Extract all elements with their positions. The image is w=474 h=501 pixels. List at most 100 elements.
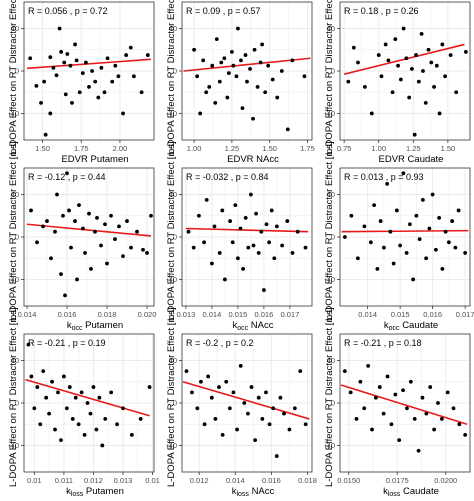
data-point [248,66,252,71]
data-point [95,215,99,220]
scatter-panel-8: 0.012 0.014 0.016 0.018 -40 0 40 R = -0.2 , p =… [166,333,317,485]
data-point [54,73,59,78]
data-point [212,224,217,229]
y-tick-label: 40 [327,356,335,365]
data-point [28,56,33,61]
data-point [410,66,414,71]
scatter-panel-5: 0.013 0.014 0.015 0.016 0.017 -40 0 40 R = -0.03… [166,167,313,319]
data-point [67,208,71,213]
data-point [443,74,448,79]
data-point [407,222,412,227]
data-point [285,127,290,132]
data-point [83,251,87,255]
data-point [443,229,448,234]
data-point [379,74,384,79]
data-point [129,245,133,250]
data-point [29,374,34,379]
x-tick-label: 1.25 [225,144,240,153]
data-point [279,69,284,73]
data-point [430,192,435,197]
data-point [253,438,258,443]
data-point [197,213,201,218]
data-point [81,226,85,231]
x-tick-label: 0.017 [456,310,474,319]
data-point [61,374,66,379]
data-point [223,277,227,282]
data-point [396,63,400,68]
data-point [64,406,69,411]
data-point [394,208,399,213]
y-axis-label-panel-6: L-DOPA Effect on RT Distractor Effect [m… [324,141,335,321]
data-point [88,411,93,416]
data-point [269,208,274,213]
panel-border [339,167,471,307]
data-point [217,79,222,84]
x-tick-label: 0.020 [138,310,157,319]
y-tick-label: -40 [166,441,177,450]
scatter-panel-3: 0.75 1.00 1.25 1.50 -40 0 40 R = 0.18 , p = 0.2… [324,1,471,153]
data-point [372,203,377,208]
data-point [432,427,437,432]
data-point [398,243,403,248]
x-tick-label: 1.50 [441,144,456,153]
data-point [256,251,261,255]
x-axis-label-panel-4: kocc Putamen [66,320,124,332]
data-point [342,235,347,239]
y-tick-label: 40 [11,24,19,33]
data-point [121,254,125,259]
data-point [89,266,93,271]
scatter-panel-6: 0.014 0.015 0.016 0.017 -40 0 40 R = 0.013 , p … [324,167,474,319]
x-tick-label: 0.013 [177,310,196,319]
x-tick-label: 0.016 [58,310,77,319]
x-tick-label: 0.0175 [386,476,409,485]
x-tick-label: 0.01 [145,476,160,485]
data-point [437,111,442,116]
data-point [149,213,153,218]
x-tick-label: 1.75 [74,144,89,153]
data-point [207,85,212,89]
data-point [91,385,96,389]
y-tick-label: 40 [11,190,19,199]
data-point [251,243,256,248]
data-point [97,395,102,400]
data-point [272,256,277,261]
data-point [401,388,405,393]
data-point [121,111,125,116]
data-point [295,229,300,234]
data-point [457,422,462,427]
data-point [128,45,133,50]
data-point [75,277,79,282]
data-point [131,74,136,79]
data-point [245,79,249,84]
x-tick-label: 0.0150 [337,476,360,485]
data-point [55,192,59,197]
y-axis-label-panel-9: L-DOPA Effect on RT Distractor Effect [m… [324,307,335,487]
data-point [285,219,290,223]
scatter-panel-1: 1.50 1.75 2.00 -40 0 40 R = 0.056 , p = 0.72 [8,1,155,153]
data-point [59,272,63,277]
data-point [354,417,359,421]
data-point [231,63,236,68]
data-point [56,390,60,395]
data-point [342,369,347,374]
data-point [201,58,206,63]
data-point [100,443,105,448]
data-point [67,385,72,389]
data-point [228,219,233,223]
data-point [390,90,395,95]
data-point [80,71,85,76]
data-point [426,47,431,52]
y-tick-label: 0 [173,67,177,76]
data-point [434,63,439,68]
x-tick-label: 0.012 [84,476,103,485]
data-point [368,240,373,245]
data-point [263,90,268,95]
data-point [393,37,398,42]
data-point [47,411,52,416]
data-point [51,65,56,70]
data-point [85,401,90,405]
data-point [439,417,444,421]
data-point [65,171,69,176]
y-tick-label: -40 [324,275,335,284]
